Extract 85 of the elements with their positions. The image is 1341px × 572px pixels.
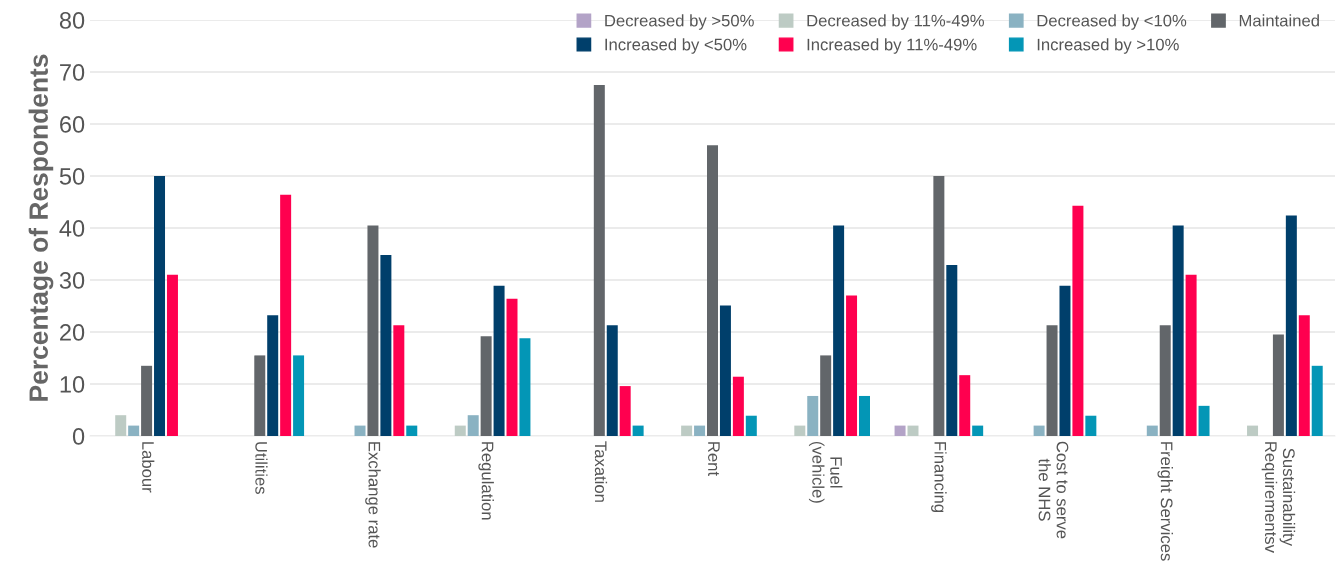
- bar: [293, 355, 305, 436]
- legend-label: Decreased by <10%: [1037, 14, 1187, 30]
- bar: [807, 395, 819, 436]
- bar: [719, 305, 731, 436]
- legend-label: Increased by 11%-49%: [807, 38, 977, 54]
- bar: [1298, 315, 1310, 436]
- bar: [894, 425, 906, 436]
- bar: [1072, 205, 1084, 436]
- bar: [1272, 334, 1284, 436]
- bar: [393, 325, 405, 436]
- bar: [946, 264, 958, 436]
- bar: [519, 338, 531, 436]
- bar: [694, 425, 706, 436]
- legend-label: Maintained: [1239, 14, 1319, 27]
- y-tick-label: 30: [59, 272, 85, 289]
- y-tick-label: 50: [59, 168, 85, 185]
- y-tick-label: 20: [60, 324, 85, 341]
- x-tick-label: Labour: [142, 442, 155, 493]
- bar: [1198, 405, 1210, 436]
- bar: [128, 425, 140, 436]
- x-tick-label: Freight Services: [1157, 442, 1173, 561]
- bar: [480, 336, 492, 436]
- bar: [846, 295, 858, 436]
- bar: [707, 145, 718, 436]
- bar: [1285, 215, 1297, 436]
- bar: [959, 375, 971, 436]
- y-tick-label: 10: [60, 376, 85, 393]
- bar: [141, 365, 153, 436]
- bar: [493, 285, 505, 436]
- bar: [166, 274, 178, 436]
- y-tick-label: 60: [60, 116, 85, 133]
- y-tick-label: 0: [72, 428, 85, 445]
- bar: [745, 415, 757, 436]
- bar: [833, 225, 845, 436]
- legend-label: Decreased by >50%: [605, 14, 754, 30]
- bar: [593, 85, 605, 436]
- bar: [907, 425, 919, 436]
- y-tick-label: 40: [59, 220, 85, 237]
- bar: [1247, 425, 1259, 436]
- x-tick-label: Utilities: [255, 442, 268, 494]
- bar: [280, 194, 292, 436]
- bar: [1185, 274, 1197, 436]
- x-tick-label: Exchange rate: [365, 442, 381, 548]
- bar: [115, 415, 127, 436]
- x-tick-label: Fuel (vehicle): [808, 441, 843, 503]
- legend-label: Increased by >10%: [1037, 38, 1179, 54]
- bar: [254, 355, 266, 436]
- legend-label: Increased by <50%: [605, 38, 747, 54]
- bar: [406, 425, 418, 436]
- x-tick-label: Sustainability Requirementsv: [1261, 442, 1296, 553]
- bar: [858, 395, 870, 436]
- bar: [1146, 425, 1158, 436]
- bar: [380, 255, 392, 436]
- bar: [972, 425, 984, 436]
- bar: [367, 225, 379, 436]
- x-tick-label: Taxation: [594, 441, 608, 502]
- bar: [681, 425, 693, 436]
- bar: [506, 298, 518, 436]
- bar: [619, 386, 631, 436]
- bar: [1033, 425, 1045, 436]
- bar: [454, 425, 466, 436]
- bar: [606, 325, 618, 436]
- legend-label: Decreased by 11%-49%: [807, 14, 985, 30]
- x-tick-label: Regulation: [478, 442, 494, 520]
- bar: [1172, 225, 1184, 436]
- x-tick-label: Rent: [708, 442, 720, 476]
- bar: [354, 425, 366, 436]
- bar: [1059, 285, 1071, 436]
- bar: [467, 415, 479, 436]
- bar: [933, 176, 945, 436]
- bar: [794, 425, 806, 436]
- bar: [820, 355, 832, 436]
- bar: [632, 425, 644, 436]
- y-tick-label: 70: [60, 64, 85, 81]
- y-axis-title: Percentage of Respondents: [28, 54, 54, 401]
- x-tick-label: Cost to serve the NHS: [1038, 441, 1069, 539]
- y-tick-label: 80: [59, 12, 85, 29]
- bar: [1159, 325, 1171, 436]
- bar: [732, 376, 744, 436]
- x-tick-label: Financing: [931, 442, 947, 513]
- bar: [154, 176, 166, 436]
- bar: [1311, 365, 1323, 436]
- bar: [1085, 415, 1097, 436]
- bar: [1046, 325, 1058, 436]
- bar: [267, 315, 279, 436]
